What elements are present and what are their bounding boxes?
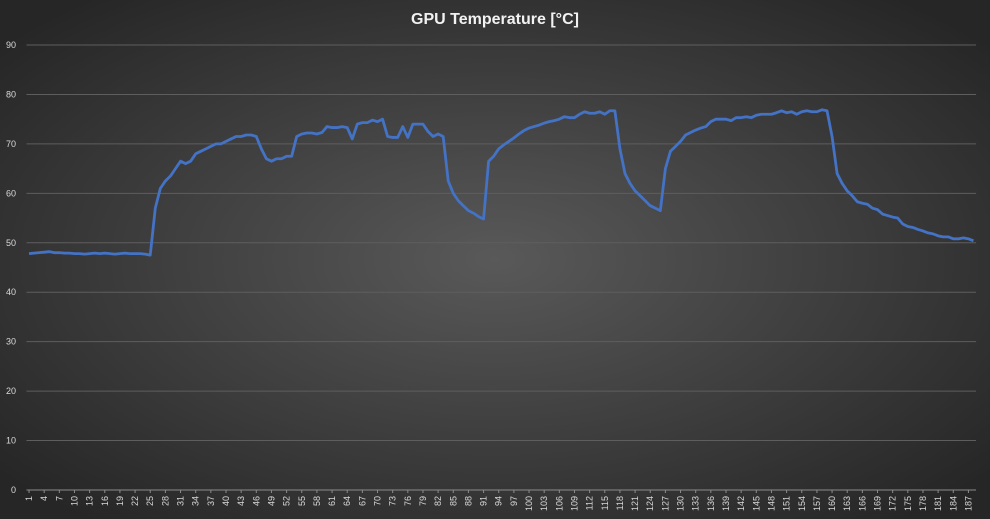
y-tick-label: 20 — [6, 386, 16, 396]
x-tick-label: 169 — [873, 496, 883, 511]
x-tick-label: 46 — [251, 496, 261, 506]
x-tick-label: 166 — [857, 496, 867, 511]
x-tick-label: 82 — [433, 496, 443, 506]
y-tick-label: 90 — [6, 40, 16, 50]
x-tick-label: 55 — [297, 496, 307, 506]
x-tick-label: 34 — [191, 496, 201, 506]
x-tick-label: 148 — [766, 496, 776, 511]
y-tick-label: 60 — [6, 188, 16, 198]
x-tick-label: 97 — [509, 496, 519, 506]
x-tick-label: 187 — [963, 496, 973, 511]
y-tick-label: 30 — [6, 337, 16, 347]
x-tick-label: 157 — [812, 496, 822, 511]
x-tick-label: 76 — [403, 496, 413, 506]
x-tick-label: 67 — [357, 496, 367, 506]
x-tick-label: 25 — [145, 496, 155, 506]
x-tick-label: 91 — [479, 496, 489, 506]
x-tick-label: 70 — [373, 496, 383, 506]
x-tick-label: 106 — [554, 496, 564, 511]
x-tick-label: 40 — [221, 496, 231, 506]
x-tick-label: 130 — [676, 496, 686, 511]
x-tick-label: 4 — [39, 496, 49, 501]
x-tick-label: 142 — [736, 496, 746, 511]
x-tick-label: 7 — [54, 496, 64, 501]
x-tick-label: 115 — [600, 496, 610, 510]
x-tick-label: 127 — [660, 496, 670, 511]
x-tick-label: 37 — [206, 496, 216, 506]
x-tick-label: 172 — [888, 496, 898, 511]
y-tick-label: 40 — [6, 287, 16, 297]
x-tick-label: 58 — [312, 496, 322, 506]
chart-title: GPU Temperature [°C] — [411, 11, 579, 28]
x-tick-label: 151 — [782, 496, 792, 511]
x-tick-label: 13 — [85, 496, 95, 506]
x-tick-label: 109 — [569, 496, 579, 511]
x-tick-label: 19 — [115, 496, 125, 506]
x-tick-label: 175 — [903, 496, 913, 511]
x-tick-label: 73 — [388, 496, 398, 506]
x-tick-label: 16 — [100, 496, 110, 506]
y-tick-label: 10 — [6, 436, 16, 446]
x-tick-label: 103 — [539, 496, 549, 511]
x-tick-label: 28 — [160, 496, 170, 506]
x-tick-label: 88 — [463, 496, 473, 506]
x-tick-label: 64 — [342, 496, 352, 506]
x-tick-label: 118 — [615, 496, 625, 510]
x-tick-label: 94 — [494, 496, 504, 506]
x-tick-label: 79 — [418, 496, 428, 506]
x-tick-label: 136 — [706, 496, 716, 511]
x-tick-label: 43 — [236, 496, 246, 506]
x-tick-label: 100 — [524, 496, 534, 511]
x-tick-label: 1 — [24, 496, 34, 501]
x-tick-label: 52 — [282, 496, 292, 506]
x-tick-label: 22 — [130, 496, 140, 506]
x-tick-label: 181 — [933, 496, 943, 511]
x-tick-label: 112 — [585, 496, 595, 510]
x-tick-label: 163 — [842, 496, 852, 511]
y-tick-label: 0 — [11, 485, 16, 495]
x-tick-label: 154 — [797, 496, 807, 511]
x-tick-label: 85 — [448, 496, 458, 506]
x-tick-label: 139 — [721, 496, 731, 511]
y-tick-label: 50 — [6, 238, 16, 248]
x-tick-label: 31 — [176, 496, 186, 506]
x-tick-label: 145 — [751, 496, 761, 511]
x-tick-label: 10 — [69, 496, 79, 506]
x-tick-label: 121 — [630, 496, 640, 511]
x-tick-label: 178 — [918, 496, 928, 511]
y-tick-label: 70 — [6, 139, 16, 149]
line-series — [28, 108, 974, 257]
x-tick-label: 160 — [827, 496, 837, 511]
y-tick-label: 80 — [6, 89, 16, 99]
x-tick-label: 184 — [948, 496, 958, 511]
x-tick-label: 61 — [327, 496, 337, 506]
x-tick-label: 133 — [691, 496, 701, 511]
x-tick-label: 124 — [645, 496, 655, 511]
x-tick-label: 49 — [266, 496, 276, 506]
